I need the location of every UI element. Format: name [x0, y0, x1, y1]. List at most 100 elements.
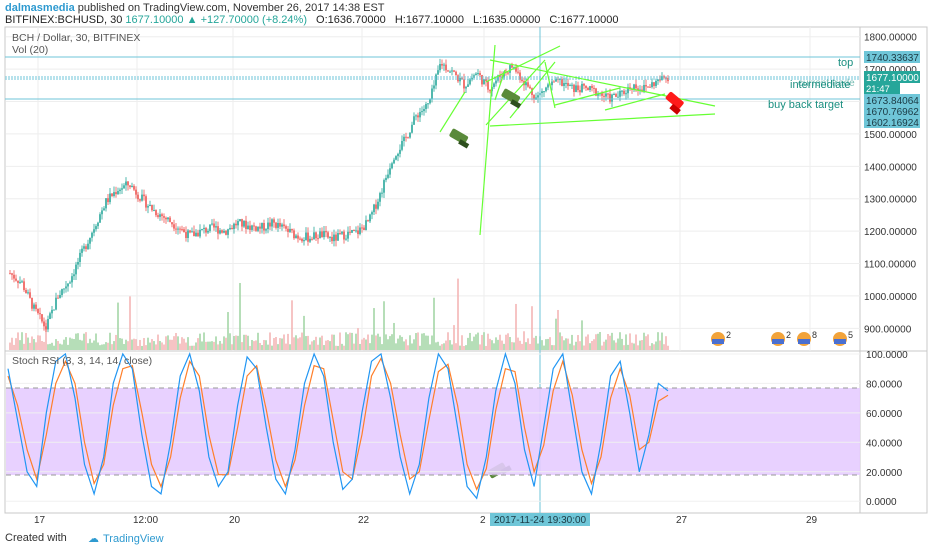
volume-bar: [209, 341, 211, 350]
candle-body: [453, 70, 455, 72]
volume-bar: [431, 335, 433, 350]
volume-bar: [169, 339, 171, 350]
volume-bar: [615, 342, 617, 350]
trendline: [604, 93, 666, 111]
intermediate-label: intermediate: [790, 79, 851, 91]
candle-body: [511, 65, 513, 68]
candle-body: [581, 83, 583, 93]
volume-bar: [419, 345, 421, 350]
volume-bar: [343, 345, 345, 350]
volume-bar: [607, 334, 609, 350]
candle-body: [91, 232, 93, 238]
volume-bar: [571, 334, 573, 350]
candle-body: [151, 204, 153, 211]
candle-body: [635, 84, 637, 89]
candle-body: [387, 174, 389, 178]
osc-tick: 40.0000: [866, 438, 903, 449]
stoch-k-line: [7, 351, 669, 500]
volume-bar: [601, 345, 603, 350]
volume-bar: [553, 345, 555, 350]
volume-bar: [107, 342, 109, 350]
volume-bar: [657, 332, 659, 350]
candle-body: [15, 278, 17, 281]
volume-bar: [487, 333, 489, 350]
volume-bar: [65, 337, 67, 350]
volume-bar: [19, 340, 21, 350]
volume-bar: [561, 336, 563, 350]
volume-bar: [303, 315, 305, 350]
candle-body: [9, 273, 11, 275]
candle-body: [33, 304, 35, 309]
trendline: [485, 59, 546, 126]
thumbs-up-icon: [449, 128, 470, 149]
cloud-icon: ☁: [88, 533, 99, 545]
volume-bar: [205, 341, 207, 350]
price-tick: 1300.00000: [864, 195, 917, 206]
volume-bar: [139, 339, 141, 350]
candle-body: [633, 84, 635, 90]
volume-bar: [333, 334, 335, 350]
candle-body: [665, 77, 667, 79]
volume-bar: [407, 345, 409, 350]
candle-body: [441, 64, 443, 66]
candle-body: [77, 262, 79, 265]
candle-body: [537, 95, 539, 98]
candle-body: [213, 223, 215, 228]
candle-body: [299, 238, 301, 240]
time-tick: 27: [676, 515, 688, 526]
volume-bar: [261, 345, 263, 350]
time-axis[interactable]: 17 12:00 20 22 2 27 29: [34, 515, 818, 526]
candle-body: [167, 217, 169, 220]
candle-body: [623, 90, 625, 94]
candle-body: [381, 192, 383, 194]
candle-body: [643, 85, 645, 92]
author-name[interactable]: dalmasmedia: [5, 2, 75, 14]
candle-body: [47, 318, 49, 330]
volume-bar: [541, 340, 543, 350]
volume-bar: [273, 338, 275, 350]
volume-bar: [363, 337, 365, 350]
candle-body: [267, 222, 269, 230]
candle-body: [285, 226, 287, 229]
buyback-price-badge-text: 1673.84064: [866, 96, 919, 107]
candle-body: [169, 217, 171, 223]
candle-body: [433, 85, 435, 89]
volume-bar: [61, 344, 63, 350]
candle-body: [359, 227, 361, 235]
candle-body: [245, 220, 247, 230]
tradingview-logo[interactable]: ☁ TradingView: [84, 532, 164, 545]
candle-body: [355, 230, 357, 232]
candle-body: [297, 235, 299, 239]
candle-body: [313, 232, 315, 240]
volume-bar: [481, 334, 483, 350]
candle-body: [447, 70, 449, 72]
candle-body: [561, 78, 563, 86]
candle-body: [23, 281, 25, 290]
candle-body: [651, 82, 653, 88]
event-marker: 2: [771, 330, 791, 346]
osc-tick: 20.0000: [866, 468, 903, 479]
price-tick: 1700.00000: [864, 65, 917, 76]
volume-bar: [583, 345, 585, 350]
volume-bar: [201, 341, 203, 350]
candle-body: [353, 230, 355, 232]
volume-bar: [619, 332, 621, 350]
candle-body: [309, 238, 311, 242]
price-tick: 1000.00000: [864, 292, 917, 303]
volume-bar: [295, 335, 297, 350]
candle-body: [319, 231, 321, 239]
candle-body: [67, 283, 69, 287]
volume-bar: [179, 343, 181, 350]
candle-body: [397, 153, 399, 157]
candle-body: [507, 72, 509, 74]
brand-text: TradingView: [103, 533, 164, 545]
osc-axis[interactable]: 100.0000 80.0000 60.0000 40.0000 20.0000 0.00…: [866, 350, 908, 508]
event-markers[interactable]: 2 2 8 5: [711, 330, 853, 346]
candle-body: [263, 222, 265, 231]
candle-body: [515, 67, 517, 72]
volume-bar: [599, 332, 601, 350]
candle-body: [251, 225, 253, 230]
volume-bar: [301, 332, 303, 350]
candle-body: [331, 236, 333, 242]
